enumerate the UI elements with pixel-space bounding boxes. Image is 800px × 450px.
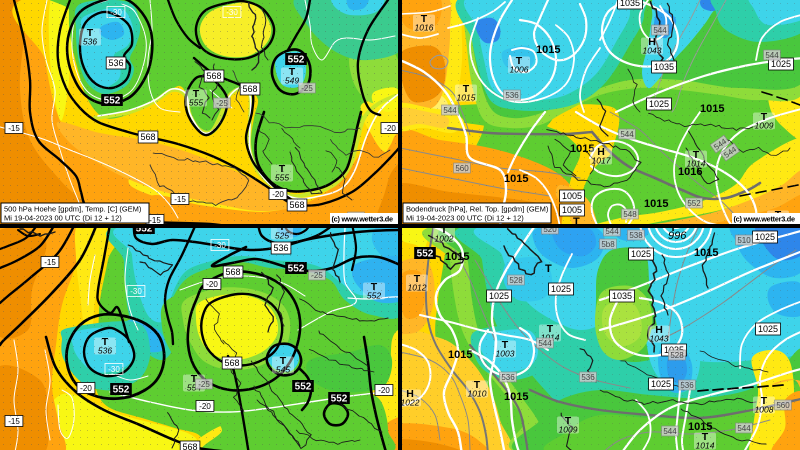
svg-text:Bodendruck [hPa], Rel. Top. [g: Bodendruck [hPa], Rel. Top. [gpdm] (GEM) [406, 205, 549, 214]
svg-text:Mi 19-04-2023 00 UTC (Di 12 +: Mi 19-04-2023 00 UTC (Di 12 + 12) [4, 214, 122, 223]
svg-text:(c) www.wetter3.de: (c) www.wetter3.de [332, 215, 394, 224]
svg-text:(c) www.wetter3.de: (c) www.wetter3.de [734, 215, 796, 224]
svg-text:500 hPa Hoehe [gpdm], Temp. [C: 500 hPa Hoehe [gpdm], Temp. [C] (GEM) [4, 205, 142, 214]
svg-text:Mi 19-04-2023 00 UTC (Di 12 +: Mi 19-04-2023 00 UTC (Di 12 + 12) [406, 214, 524, 223]
